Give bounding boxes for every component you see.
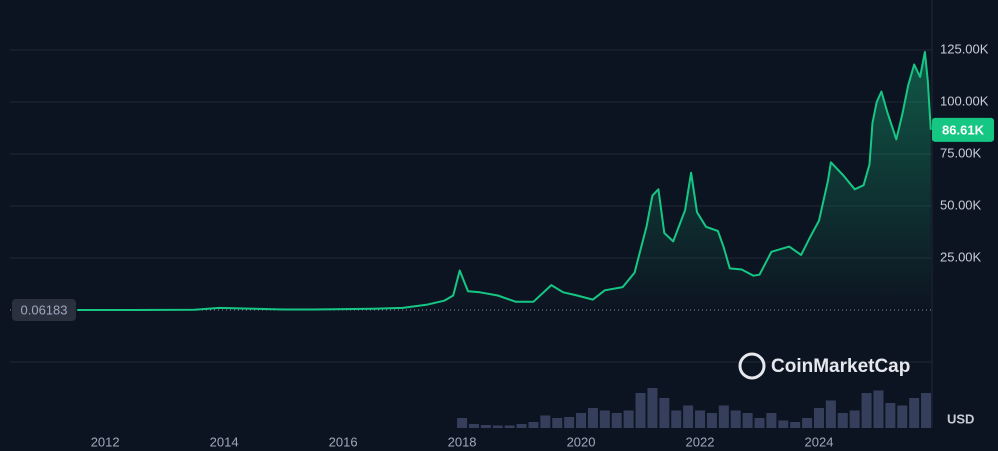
volume-bar [516, 424, 527, 428]
volume-bar [623, 410, 634, 428]
price-line [77, 51, 932, 311]
x-tick-label: 2016 [329, 434, 358, 449]
watermark: CoinMarketCap [738, 352, 910, 380]
volume-bar [635, 393, 646, 428]
volume-bar [706, 413, 717, 428]
x-tick-label: 2024 [805, 434, 834, 449]
watermark-text: CoinMarketCap [771, 356, 910, 377]
volume [457, 388, 932, 428]
volume-bar [695, 410, 706, 428]
y-tick-label: 100.00K [940, 93, 989, 108]
volume-bar [528, 422, 539, 428]
x-tick-label: 2020 [567, 434, 596, 449]
volume-bar [802, 418, 813, 428]
volume-bar [659, 398, 670, 428]
volume-bar [778, 420, 789, 428]
y-tick-label: 125.00K [940, 41, 989, 56]
volume-bar [611, 413, 622, 428]
volume-bar [921, 393, 932, 428]
current-price-label: 86.61K [942, 122, 985, 137]
volume-bar [754, 418, 765, 428]
start-price-label: 0.06183 [21, 302, 68, 317]
x-tick-label: 2014 [210, 434, 239, 449]
unit-label: USD [947, 411, 974, 426]
y-tick-label: 50.00K [940, 197, 982, 212]
volume-bar [718, 405, 729, 428]
volume-bar [683, 405, 694, 428]
volume-bar [492, 425, 503, 428]
volume-bar [909, 398, 920, 428]
volume-bar [742, 413, 753, 428]
volume-bar [457, 418, 468, 428]
volume-bar [730, 410, 741, 428]
volume-bar [564, 417, 575, 428]
volume-bar [766, 413, 777, 428]
volume-bar [790, 422, 801, 428]
volume-bar [861, 393, 872, 428]
start-price-badge [12, 299, 76, 322]
volume-bar [873, 390, 884, 428]
x-tick-label: 2012 [91, 434, 120, 449]
volume-bar [480, 425, 491, 428]
plot [10, 51, 932, 311]
labels: 25.00K 50.00K 75.00K 100.00K 125.00K 2012 2014… [12, 41, 994, 449]
volume-bar [576, 413, 587, 428]
current-price-badge [932, 117, 994, 142]
volume-bar [813, 408, 824, 428]
volume-bar [552, 418, 563, 428]
volume-bar [825, 400, 836, 428]
volume-bar [468, 424, 479, 428]
area [77, 52, 931, 311]
volume-bar [837, 413, 848, 428]
volume-bar [885, 403, 896, 428]
volume-bar [897, 405, 908, 428]
x-tick-label: 2022 [686, 434, 715, 449]
volume-bar [540, 415, 551, 428]
volume-bar [504, 425, 515, 428]
volume-bar [671, 410, 682, 428]
volume-bar [849, 410, 860, 428]
volume-bar [647, 388, 658, 428]
y-tick-label: 75.00K [940, 145, 982, 160]
volume-bar [587, 408, 598, 428]
watermark-logo [738, 352, 766, 380]
volume-bar [599, 410, 610, 428]
y-tick-label: 25.00K [940, 249, 982, 264]
x-tick-label: 2018 [448, 434, 477, 449]
